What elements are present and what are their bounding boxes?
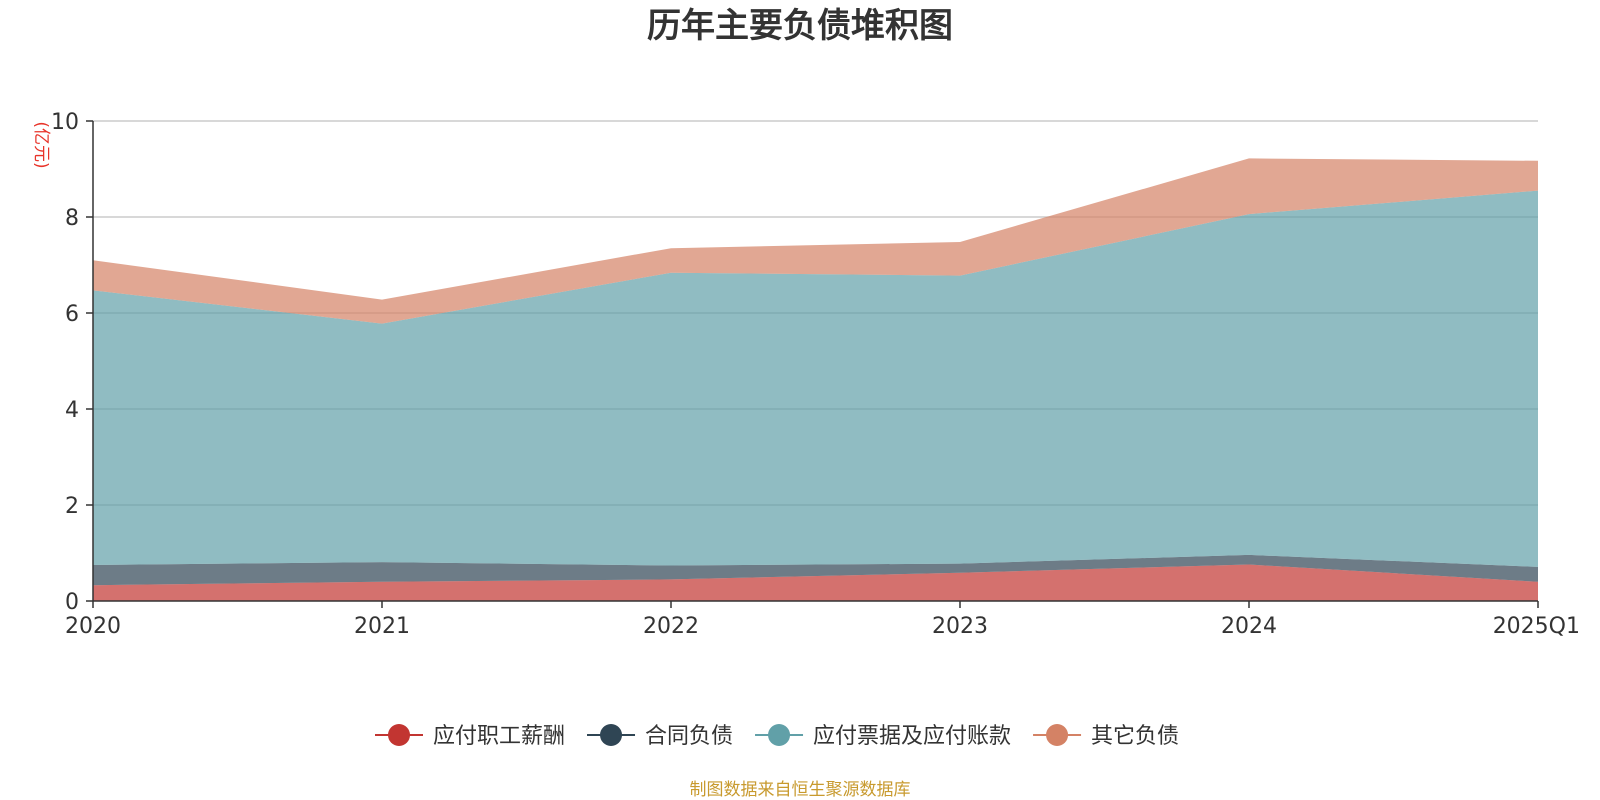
x-tick-label-2025Q1: 2025Q1	[1493, 614, 1580, 639]
data-source-note: 制图数据来自恒生聚源数据库	[690, 780, 911, 800]
y-tick-label-4: 4	[65, 398, 79, 423]
y-tick-label-2: 2	[65, 494, 79, 519]
x-tick-label-2022: 2022	[643, 614, 699, 639]
area-series-1	[93, 564, 1538, 601]
area-series-group	[93, 158, 1538, 601]
legend-label-3: 应付票据及应付账款	[813, 724, 1011, 749]
axes: 0 2 4 6 8 10 2020 2021 2022 2023 2024 2025Q1	[51, 110, 1580, 639]
x-tick-label-2023: 2023	[932, 614, 988, 639]
area-series-3	[93, 190, 1538, 567]
y-tick-label-0: 0	[65, 590, 79, 615]
x-tick-label-2024: 2024	[1221, 614, 1277, 639]
y-axis-unit: (亿元)	[31, 121, 51, 168]
y-tick-label-8: 8	[65, 206, 79, 231]
legend-marker-3	[768, 724, 791, 746]
legend-marker-1	[388, 724, 410, 746]
y-tick-label-10: 10	[51, 110, 79, 135]
legend-label-1: 应付职工薪酬	[433, 724, 565, 749]
chart-title: 历年主要负债堆积图	[647, 6, 953, 46]
area-series-4	[93, 158, 1538, 324]
legend-marker-2	[600, 724, 623, 746]
x-tick-label-2021: 2021	[354, 614, 410, 639]
legend: 应付职工薪酬 合同负债 应付票据及应付账款 其它负债	[375, 724, 1179, 749]
legend-label-2: 合同负债	[645, 724, 733, 749]
legend-label-4: 其它负债	[1091, 724, 1179, 749]
y-tick-label-6: 6	[65, 302, 79, 327]
legend-marker-4	[1046, 724, 1069, 746]
x-tick-label-2020: 2020	[65, 614, 121, 639]
area-series-2	[93, 554, 1538, 586]
